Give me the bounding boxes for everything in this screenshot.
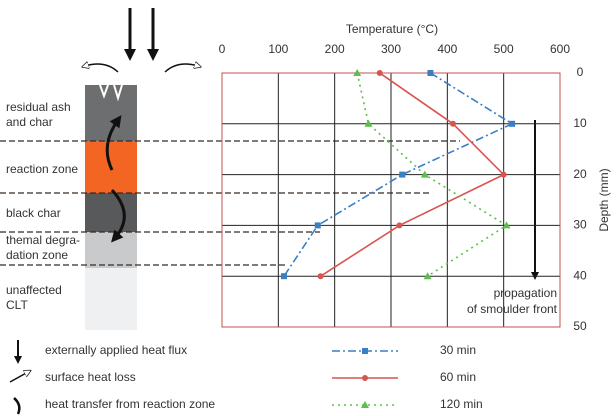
- x-tick-label: 0: [219, 42, 226, 56]
- legend-label: 60 min: [440, 370, 476, 384]
- marker: [450, 121, 456, 127]
- marker: [501, 172, 507, 178]
- y-tick-label: 0: [577, 65, 584, 79]
- x-tick-label: 400: [437, 42, 457, 56]
- marker: [399, 172, 405, 178]
- legend-label: heat transfer from reaction zone: [45, 397, 215, 411]
- legend-marker: [362, 375, 368, 381]
- x-tick-label: 300: [381, 42, 401, 56]
- zone-label: residual ash: [6, 100, 71, 114]
- x-tick-label: 100: [268, 42, 288, 56]
- legend-label: externally applied heat flux: [45, 343, 187, 357]
- zone-label: unaffected: [6, 283, 62, 297]
- figure: residual ash and char reaction zone blac…: [0, 0, 616, 416]
- x-axis-title: Temperature (°C): [346, 22, 438, 36]
- annotation: of smoulder front: [467, 302, 558, 316]
- symbol-legend: [10, 340, 28, 414]
- y-tick-label: 20: [573, 167, 587, 181]
- y-tick-label: 30: [573, 218, 587, 232]
- marker: [509, 121, 515, 127]
- zone-label: reaction zone: [6, 162, 78, 176]
- zone-label: CLT: [6, 298, 28, 312]
- legend-label: surface heat loss: [45, 370, 136, 384]
- zone-label: dation zone: [6, 248, 68, 262]
- marker: [315, 222, 321, 228]
- y-tick-label: 50: [573, 319, 587, 333]
- y-tick-label: 40: [573, 268, 587, 282]
- legend-marker: [362, 348, 368, 354]
- x-tick-label: 200: [325, 42, 345, 56]
- marker: [427, 70, 433, 76]
- zone-label: themal degra-: [6, 233, 80, 247]
- sample-column: [85, 85, 137, 330]
- annotation: propagation: [494, 286, 557, 300]
- legend-label: 120 min: [440, 397, 483, 411]
- x-tick-label: 600: [550, 42, 570, 56]
- legend-label: 30 min: [440, 343, 476, 357]
- y-axis-title: Depth (mm): [597, 168, 611, 231]
- zone-label: black char: [6, 206, 61, 220]
- marker: [281, 273, 287, 279]
- y-tick-label: 10: [573, 116, 587, 130]
- marker: [318, 273, 324, 279]
- marker: [396, 222, 402, 228]
- x-tick-label: 500: [494, 42, 514, 56]
- marker: [377, 70, 383, 76]
- zone-label: and char: [6, 115, 53, 129]
